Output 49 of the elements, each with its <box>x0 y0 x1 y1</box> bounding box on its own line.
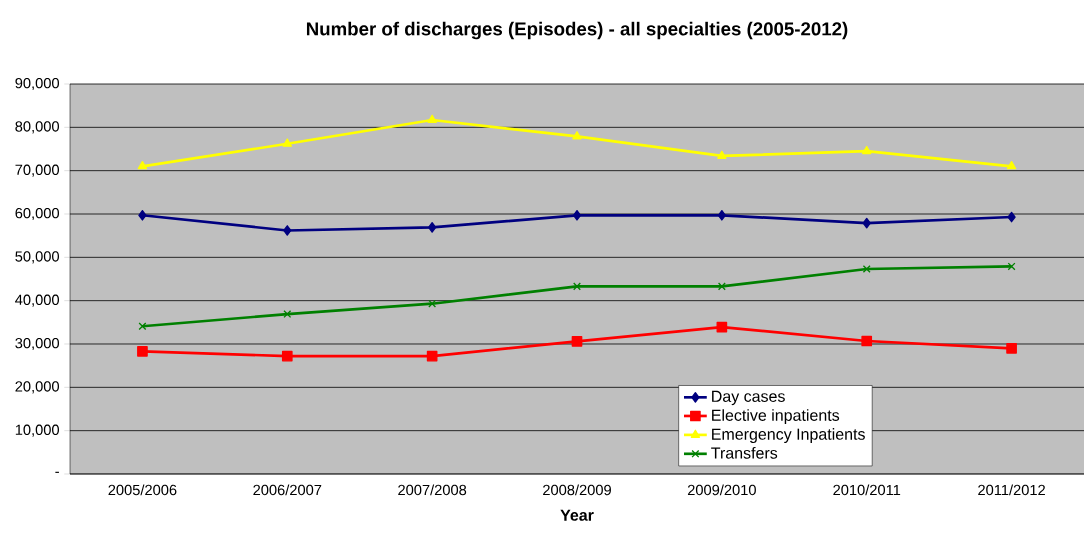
legend-label: Transfers <box>711 447 778 459</box>
point <box>861 335 873 347</box>
point <box>1006 343 1017 354</box>
x-tick-label: 2006/2007 <box>253 484 322 496</box>
point <box>428 299 437 308</box>
x-tick-label: 2010/2011 <box>833 484 901 496</box>
point <box>717 282 726 291</box>
point <box>573 282 581 291</box>
chart-title: Number of discharges (Episodes) - all specialties (2005-2012) <box>306 21 848 40</box>
point <box>138 322 147 331</box>
point <box>717 209 727 221</box>
legend-label: Emergency Inpatients <box>712 428 865 444</box>
y-tick-label: 90,000 <box>15 77 60 91</box>
point <box>283 310 292 319</box>
y-tick-label: - <box>55 471 59 473</box>
point <box>572 131 582 140</box>
y-tick-label: 20,000 <box>15 381 60 394</box>
point <box>281 350 293 362</box>
point <box>1007 262 1016 271</box>
point <box>1006 161 1017 170</box>
y-tick-label: 30,000 <box>15 337 60 351</box>
point <box>137 346 148 357</box>
y-tick-label: 60,000 <box>15 207 60 221</box>
point <box>572 209 582 221</box>
legend-label: Day cases <box>712 390 785 406</box>
y-tick-label: 70,000 <box>15 164 60 177</box>
point <box>138 209 147 221</box>
x-tick-label: 2008/2009 <box>543 484 611 496</box>
x-tick-label: 2011/2012 <box>978 484 1045 496</box>
point <box>1007 211 1016 223</box>
x-axis-title: Year <box>560 509 594 521</box>
y-tick-label: 80,000 <box>15 121 60 134</box>
x-tick-label: 2005/2006 <box>108 484 177 496</box>
point <box>137 161 148 170</box>
x-tick-label: 2009/2010 <box>687 484 756 496</box>
y-tick-label: 40,000 <box>15 294 60 307</box>
point <box>862 217 871 229</box>
point <box>717 150 727 159</box>
point <box>427 222 437 233</box>
point <box>282 138 292 147</box>
point <box>862 145 872 155</box>
x-tick-label: 2007/2008 <box>398 484 467 496</box>
point <box>571 336 583 347</box>
legend-label: Elective inpatients <box>712 409 840 425</box>
y-tick-label: 50,000 <box>15 251 60 264</box>
y-tick-label: 10,000 <box>15 424 60 437</box>
point <box>862 265 871 273</box>
point <box>283 225 292 236</box>
point <box>427 114 437 123</box>
